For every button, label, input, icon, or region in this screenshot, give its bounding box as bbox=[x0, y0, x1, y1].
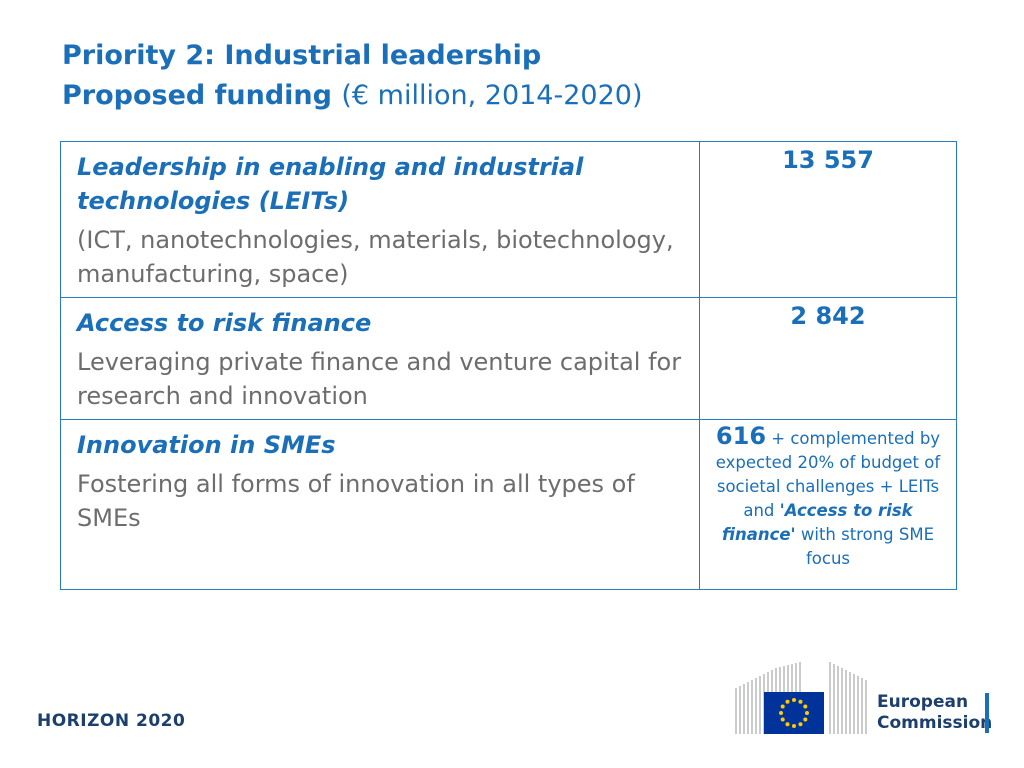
row-heading: Innovation in SMEs bbox=[77, 431, 336, 459]
row-heading: Leadership in enabling and industrial te… bbox=[77, 153, 584, 215]
row-description: Fostering all forms of innovation in all… bbox=[77, 470, 635, 532]
row-amount: 13 557 bbox=[782, 146, 874, 174]
table-row: Leadership in enabling and industrial te… bbox=[60, 141, 957, 298]
logo-text-commission: Commission bbox=[877, 713, 993, 733]
funding-table: Leadership in enabling and industrial te… bbox=[60, 141, 957, 590]
row-amount-cell: 2 842 bbox=[699, 297, 957, 420]
amount-note-text-2: with strong SME focus bbox=[800, 525, 935, 568]
row-label-cell: Leadership in enabling and industrial te… bbox=[60, 141, 700, 298]
horizon-2020-label: HORIZON 2020 bbox=[37, 711, 186, 731]
title-unit: (€ million, 2014-2020) bbox=[341, 80, 643, 111]
row-amount: 616 bbox=[715, 422, 767, 450]
title-line-1: Priority 2: Industrial leadership bbox=[62, 36, 642, 76]
european-commission-logo: European Commission bbox=[735, 662, 995, 734]
logo-accent-bar bbox=[985, 693, 989, 733]
row-label-cell: Access to risk finance Leveraging privat… bbox=[60, 297, 700, 420]
row-label-cell: Innovation in SMEs Fostering all forms o… bbox=[60, 419, 700, 590]
table-row: Access to risk finance Leveraging privat… bbox=[60, 297, 957, 420]
title-line-2: Proposed funding (€ million, 2014-2020) bbox=[62, 76, 642, 116]
logo-text-european: European bbox=[877, 692, 969, 712]
european-commission-wordmark: European Commission bbox=[877, 692, 992, 734]
title-priority: Priority 2: Industrial leadership bbox=[62, 40, 542, 71]
row-amount-cell: 13 557 bbox=[699, 141, 957, 298]
amount-note-text-1: + complemented by expected 20% of budget… bbox=[715, 429, 941, 520]
row-amount-note: 616 + complemented by expected 20% of bu… bbox=[708, 424, 948, 571]
row-description: Leveraging private finance and venture c… bbox=[77, 348, 682, 410]
eu-flag-icon bbox=[764, 692, 824, 734]
slide-title: Priority 2: Industrial leadership Propos… bbox=[62, 36, 642, 116]
row-amount: 2 842 bbox=[790, 302, 866, 330]
row-description: (ICT, nanotechnologies, materials, biote… bbox=[77, 226, 674, 288]
table-row: Innovation in SMEs Fostering all forms o… bbox=[60, 419, 957, 590]
amount-note-quote: 'Access to risk finance' bbox=[721, 501, 913, 544]
title-proposed-funding: Proposed funding bbox=[62, 80, 332, 111]
row-heading: Access to risk finance bbox=[77, 309, 372, 337]
row-amount-cell: 616 + complemented by expected 20% of bu… bbox=[699, 419, 957, 590]
